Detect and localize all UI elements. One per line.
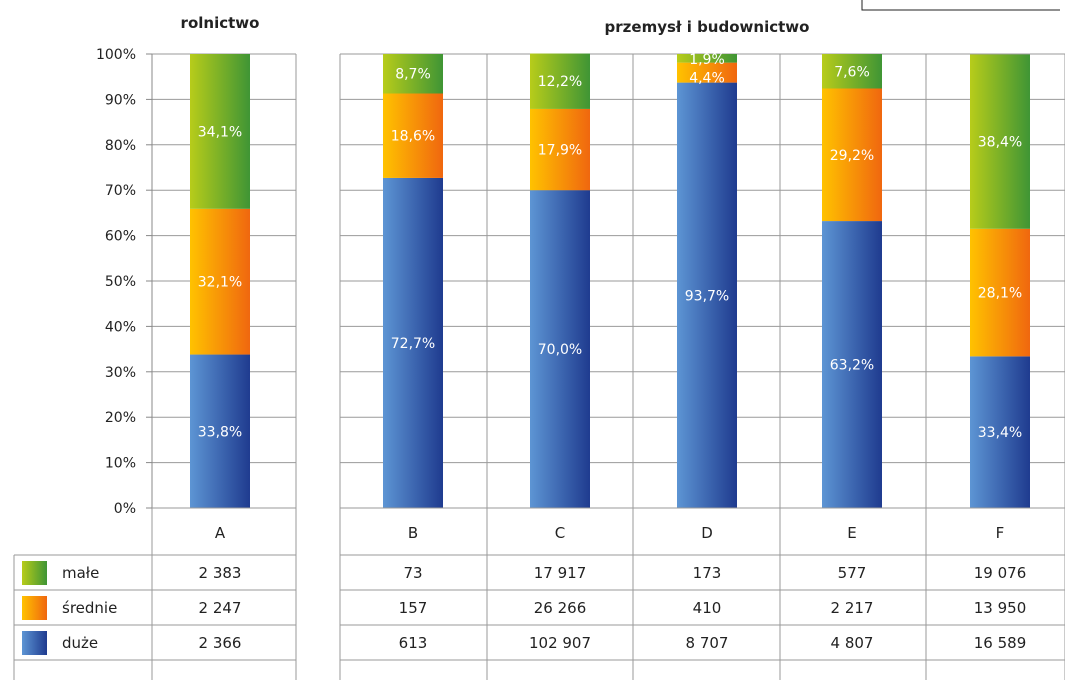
bar-C-1 (530, 108, 590, 191)
bar-label-F-0: 33,4% (978, 425, 1022, 441)
bar-E-1 (822, 88, 882, 222)
y-tick-label: 70% (105, 183, 136, 199)
bar-label-E-2: 7,6% (834, 64, 870, 80)
bar-label-E-1: 29,2% (830, 148, 874, 164)
bar-D-2 (677, 54, 737, 63)
count-cell: 410 (693, 599, 722, 617)
count-cell: 73 (403, 564, 422, 582)
bars (190, 53, 1030, 509)
bar-E-2 (822, 54, 882, 89)
bar-C-2 (530, 53, 590, 109)
count-cell: 16 589 (974, 634, 1027, 652)
bar-label-A-1: 32,1% (198, 275, 242, 291)
category-label-B: B (408, 524, 418, 542)
corner-box (861, 0, 1060, 11)
bar-F-0 (970, 356, 1030, 508)
y-tick-label: 40% (105, 319, 136, 335)
legend-swatch-2 (22, 561, 47, 585)
y-tick-label: 30% (105, 365, 136, 381)
category-label-E: E (847, 524, 856, 542)
bar-F-1 (970, 228, 1030, 357)
bar-D-0 (677, 82, 737, 509)
y-tick-label: 90% (105, 92, 136, 108)
count-cell: 2 366 (199, 634, 242, 652)
bar-F-2 (970, 54, 1030, 229)
count-cell: 2 247 (199, 599, 242, 617)
bar-label-D-1: 4,4% (689, 71, 725, 87)
y-tick-label: 60% (105, 229, 136, 245)
y-tick-label: 0% (114, 501, 136, 517)
legend-label: duże (62, 634, 98, 652)
count-cell: 157 (399, 599, 428, 617)
y-tick-label: 100% (96, 47, 136, 63)
count-cell: 17 917 (534, 564, 587, 582)
labels: rolnictwo przemysł i budownictwo 0% 10% 20… (62, 14, 1026, 652)
category-label-F: F (996, 524, 1005, 542)
y-tick-label: 80% (105, 138, 136, 154)
bar-C-0 (530, 190, 590, 508)
bar-label-B-2: 8,7% (395, 67, 431, 83)
group-title-przemysl: przemysł i budownictwo (605, 18, 810, 36)
bar-label-F-2: 38,4% (978, 135, 1022, 151)
data-table (13, 507, 1065, 680)
bar-A-1 (190, 208, 250, 355)
bar-label-E-0: 63,2% (830, 358, 874, 374)
bar-B-1 (383, 93, 443, 178)
bar-B-2 (383, 54, 443, 94)
bar-label-A-0: 33,8% (198, 424, 242, 440)
count-cell: 13 950 (974, 599, 1027, 617)
bar-E-0 (822, 221, 882, 508)
bar-label-C-0: 70,0% (538, 342, 582, 358)
bar-A-2 (190, 54, 250, 209)
bar-label-B-1: 18,6% (391, 129, 435, 145)
count-cell: 26 266 (534, 599, 587, 617)
count-cell: 19 076 (974, 564, 1027, 582)
legend-swatch-1 (22, 596, 47, 620)
category-label-D: D (701, 524, 713, 542)
count-cell: 102 907 (529, 634, 591, 652)
count-cell: 8 707 (686, 634, 729, 652)
gridlines (146, 53, 1065, 680)
bar-label-A-2: 34,1% (198, 124, 242, 140)
count-cell: 577 (838, 564, 867, 582)
legend-label: średnie (62, 599, 117, 617)
bar-D-1 (677, 62, 737, 83)
group-title-rolnictwo: rolnictwo (181, 14, 260, 32)
bar-label-C-2: 12,2% (538, 74, 582, 90)
bar-B-0 (383, 177, 443, 508)
legend-swatch-0 (22, 631, 47, 655)
y-tick-label: 10% (105, 456, 136, 472)
bar-label-C-1: 17,9% (538, 143, 582, 159)
count-cell: 4 807 (831, 634, 874, 652)
legend-label: małe (62, 564, 99, 582)
count-cell: 2 383 (199, 564, 242, 582)
bar-label-F-1: 28,1% (978, 286, 1022, 302)
category-label-A: A (215, 524, 226, 542)
y-tick-label: 50% (105, 274, 136, 290)
count-cell: 613 (399, 634, 428, 652)
count-cell: 2 217 (831, 599, 874, 617)
category-label-C: C (555, 524, 565, 542)
bar-label-D-2: 1,9% (689, 52, 725, 68)
bar-A-0 (190, 354, 250, 508)
bar-label-B-0: 72,7% (391, 336, 435, 352)
bar-label-D-0: 93,7% (685, 288, 729, 304)
y-tick-label: 20% (105, 410, 136, 426)
count-cell: 173 (693, 564, 722, 582)
